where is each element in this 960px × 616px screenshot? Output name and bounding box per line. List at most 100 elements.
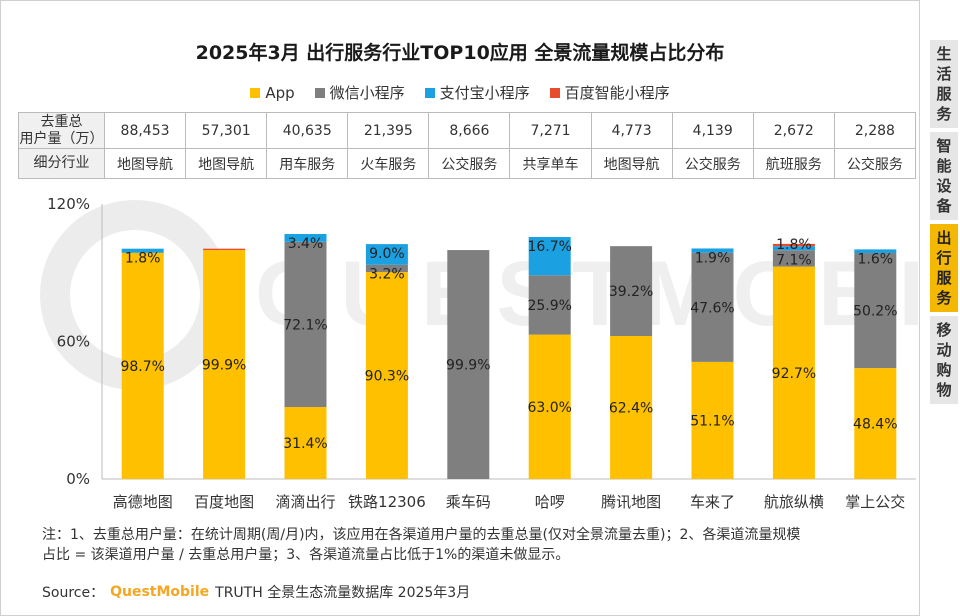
table-cell: 21,395 [347,112,430,149]
legend-item-alipay: 支付宝小程序 [424,82,530,103]
bar-segment [528,275,571,335]
data-label: 3.4% [288,236,324,252]
bar-segment [691,248,734,253]
side-tab-char: 备 [936,197,952,215]
bar-segment [610,246,653,336]
table-cell: 57,301 [185,112,268,149]
legend-swatch-alipay [424,87,435,98]
data-label: 9.0% [369,246,405,262]
table-cell: 地图导航 [590,148,673,179]
table-cell: 共享单车 [509,148,592,179]
x-tick-label: 腾讯地图 [601,493,661,511]
side-tab-char: 务 [936,105,952,123]
legend-item-baidu: 百度智能小程序 [549,82,670,103]
table-header-users-line2: 用户量（万） [19,130,104,147]
data-label: 90.3% [365,369,409,385]
side-tab-char: 购 [936,361,952,379]
side-tab-char: 务 [936,289,952,307]
bar-segment [854,249,897,254]
table-cell: 4,773 [590,112,673,149]
side-tab-char: 生 [936,45,952,63]
side-tab-smart-device[interactable]: 智 能 设 备 [930,132,958,220]
x-tick-label: 百度地图 [194,493,254,511]
table-row-industry: 细分行业 地图导航 地图导航 用车服务 火车服务 公交服务 共享单车 地图导航 … [18,148,917,179]
bar-segment [284,241,327,408]
table-cell: 8,666 [428,112,511,149]
footnote-line-2: 占比 = 该渠道用户量 / 去重总用户量；3、各渠道流量占比低于1%的渠道未做显… [42,547,570,563]
y-tick-label: 0% [66,470,90,488]
data-label: 1.6% [858,251,894,267]
legend-item-wechat: 微信小程序 [314,82,405,103]
table-cell: 公交服务 [833,148,917,179]
table-cell: 40,635 [266,112,349,149]
table-row-users: 去重总 用户量（万） 88,453 57,301 40,635 21,395 8… [18,112,917,149]
side-tab-char: 物 [936,381,952,399]
data-label: 62.4% [609,401,653,417]
x-tick-label: 哈啰 [535,493,565,511]
side-tab-mobile-shopping[interactable]: 移 动 购 物 [930,316,958,404]
table-cell: 88,453 [103,112,187,149]
bar-segment [365,272,408,479]
data-label: 92.7% [772,366,816,382]
source-label: Source： [42,585,105,601]
table-cell: 公交服务 [428,148,511,179]
x-tick-label: 掌上公交 [845,493,905,511]
legend-label-baidu: 百度智能小程序 [564,84,670,102]
table-header-users: 去重总 用户量（万） [18,112,105,149]
info-table: 去重总 用户量（万） 88,453 57,301 40,635 21,395 8… [18,112,917,179]
data-label: 1.8% [776,237,812,253]
stacked-bar-chart: 0% 60% 120% 98.7% 1.8% 高德地图 99.9% 百度地图 31.4% 72.1… [47,195,916,511]
data-label: 99.9% [446,358,490,374]
table-cell: 4,139 [671,112,754,149]
footnote: 注：1、去重总用户量：在统计周期(周/月)内，该应用在各渠道用户量的去重总量(仅… [42,525,912,565]
legend-swatch-wechat [314,87,325,98]
bar-segment [854,368,897,479]
table-cell: 火车服务 [347,148,430,179]
table-cell: 公交服务 [671,148,754,179]
side-tab-travel-service[interactable]: 出 行 服 务 [930,224,958,312]
legend-label-app: App [265,83,295,102]
side-tab-char: 智 [936,137,952,155]
bar-segment [121,252,164,479]
table-cell: 地图导航 [103,148,187,179]
side-tab-char: 设 [936,177,952,195]
side-tab-life-service[interactable]: 生 活 服 务 [930,40,958,128]
side-tab-char: 行 [936,249,952,267]
bar-segment [772,246,815,251]
bar-segment [121,248,164,253]
bar-segment [284,234,327,242]
footnote-line-1: 注：1、去重总用户量：在统计周期(周/月)内，该应用在各渠道用户量的去重总量(仅… [42,527,801,543]
data-label: 51.1% [690,413,734,429]
table-header-users-line1: 去重总 [40,113,83,130]
side-tab-char: 出 [936,229,952,247]
bar-segment [610,336,653,479]
data-label: 7.1% [776,252,812,268]
legend-swatch-app [250,87,261,98]
bar-segment [528,237,571,276]
x-tick-label: 铁路12306 [348,493,426,511]
y-tick-label: 60% [57,333,90,351]
table-cell: 航班服务 [752,148,835,179]
x-tick-label: 车来了 [690,493,735,511]
bar-segment [772,243,815,247]
x-tick-label: 乘车码 [446,493,491,511]
legend-label-alipay: 支付宝小程序 [439,84,530,102]
legend-item-app: App [250,82,295,103]
table-cell: 2,672 [752,112,835,149]
table-cell: 7,271 [509,112,592,149]
data-label: 25.9% [527,298,571,314]
source-line: Source： QuestMobile TRUTH 全景生态流量数据库 2025… [42,582,470,602]
side-tab-char: 移 [936,321,952,339]
source-brand: QuestMobile [110,584,210,600]
source-rest: TRUTH 全景生态流量数据库 2025年3月 [215,585,471,601]
data-label: 99.9% [202,358,246,374]
side-tab-char: 能 [936,157,952,175]
bar-segment [447,250,490,479]
bar-segment [854,253,897,369]
table-header-industry: 细分行业 [18,148,105,179]
data-label: 72.1% [283,317,327,333]
data-label: 1.8% [125,251,161,267]
data-label: 16.7% [527,239,571,255]
x-tick-label: 航旅纵横 [764,493,824,511]
bar-segment [691,361,734,479]
